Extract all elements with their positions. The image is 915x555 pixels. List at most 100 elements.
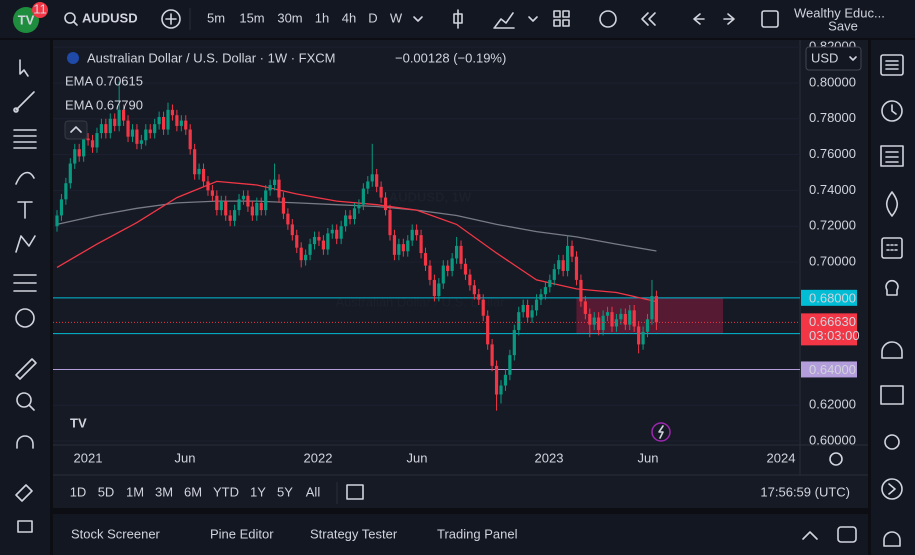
candle-body bbox=[233, 210, 237, 221]
search-icon[interactable] bbox=[64, 12, 76, 24]
candle-body bbox=[472, 285, 476, 295]
candle-body bbox=[219, 201, 223, 211]
price-label: 0.68000 bbox=[809, 290, 856, 305]
alert[interactable] bbox=[599, 10, 617, 28]
layout-name[interactable]: Wealthy Educ... bbox=[794, 5, 885, 20]
candle-body bbox=[295, 235, 299, 248]
candle-body bbox=[161, 116, 166, 130]
maximize-panel[interactable] bbox=[837, 526, 857, 543]
chevron[interactable] bbox=[413, 16, 423, 22]
range-button[interactable]: 5Y bbox=[277, 484, 293, 499]
layout bbox=[562, 19, 570, 27]
undo[interactable] bbox=[693, 13, 705, 25]
candle-body bbox=[654, 296, 658, 323]
collapse-panel[interactable] bbox=[802, 531, 818, 540]
range-button[interactable]: 6M bbox=[184, 484, 202, 499]
candle-body bbox=[459, 245, 463, 264]
layout[interactable] bbox=[553, 10, 561, 18]
candle-body bbox=[68, 163, 72, 184]
y-tick-label: 0.60000 bbox=[809, 432, 856, 447]
tab[interactable]: Stock Screener bbox=[71, 526, 161, 541]
tab[interactable]: Pine Editor bbox=[210, 526, 274, 541]
candle-body bbox=[521, 304, 525, 313]
range-button[interactable]: 5D bbox=[98, 484, 115, 499]
candle-body bbox=[401, 244, 405, 252]
candle-body bbox=[73, 149, 77, 164]
range-button[interactable]: 3M bbox=[155, 484, 173, 499]
candle-body bbox=[250, 206, 254, 216]
x-tick-label: 2024 bbox=[767, 450, 796, 465]
candle-body bbox=[104, 124, 108, 134]
candle-body bbox=[530, 310, 534, 318]
range-button[interactable]: 1Y bbox=[250, 484, 266, 499]
timeframe[interactable]: 4h bbox=[342, 10, 356, 25]
candle-body bbox=[352, 208, 357, 220]
candle-body bbox=[361, 188, 365, 205]
candle-body bbox=[503, 374, 508, 386]
candle-body bbox=[108, 118, 112, 134]
candle-body bbox=[357, 204, 361, 209]
ema-line bbox=[56, 180, 657, 303]
date-range[interactable] bbox=[346, 484, 364, 500]
layout-icon[interactable] bbox=[761, 10, 779, 28]
candle-body bbox=[59, 199, 64, 216]
x-tick-label: Jun bbox=[638, 450, 659, 465]
indicator-value: 0.67790 bbox=[96, 97, 143, 112]
candle-body bbox=[113, 118, 117, 126]
candle-body bbox=[508, 355, 512, 375]
candle-body bbox=[645, 319, 650, 332]
candle-body bbox=[366, 181, 370, 189]
timeframe[interactable]: 5m bbox=[207, 10, 225, 25]
layout bbox=[553, 19, 561, 27]
candle-body bbox=[139, 140, 143, 144]
range-button[interactable]: YTD bbox=[213, 484, 239, 499]
candle-body bbox=[126, 120, 130, 137]
indicator-name: EMA bbox=[65, 97, 94, 112]
tab[interactable]: Strategy Tester bbox=[310, 526, 398, 541]
chevron[interactable] bbox=[528, 16, 538, 22]
candle-body bbox=[277, 179, 281, 198]
candle-body bbox=[432, 279, 436, 297]
candle-body bbox=[486, 315, 490, 345]
candle-body bbox=[455, 245, 459, 259]
indicators[interactable] bbox=[493, 12, 515, 29]
currency-select[interactable] bbox=[805, 46, 862, 71]
candle-body bbox=[468, 274, 472, 286]
events-icon bbox=[658, 425, 664, 439]
logo[interactable] bbox=[13, 7, 39, 33]
candle-body bbox=[383, 197, 388, 211]
timeframe[interactable]: 1h bbox=[315, 10, 329, 25]
settings[interactable] bbox=[829, 452, 843, 466]
timeframe[interactable]: W bbox=[390, 10, 403, 25]
collapse-legend[interactable] bbox=[64, 120, 88, 140]
range-button[interactable]: 1D bbox=[70, 484, 87, 499]
candle-body bbox=[539, 294, 543, 300]
symbol[interactable]: AUDUSD bbox=[82, 10, 138, 25]
candle-body bbox=[392, 235, 397, 255]
range-button[interactable]: All bbox=[306, 484, 321, 499]
candle-body bbox=[206, 181, 210, 191]
chart-type[interactable] bbox=[453, 9, 463, 29]
timeframe[interactable]: 30m bbox=[277, 10, 302, 25]
ema-line bbox=[56, 200, 657, 252]
candle-body bbox=[370, 174, 374, 182]
candle-body bbox=[592, 317, 596, 325]
tab[interactable]: Trading Panel bbox=[437, 526, 518, 541]
replay[interactable] bbox=[641, 12, 656, 26]
redo[interactable] bbox=[723, 13, 735, 25]
timeframe[interactable]: 15m bbox=[239, 10, 264, 25]
candle-body bbox=[179, 120, 183, 126]
candle-body bbox=[90, 140, 95, 148]
range-button[interactable]: 1M bbox=[126, 484, 144, 499]
timeframe[interactable]: D bbox=[368, 10, 377, 25]
candle-body bbox=[423, 253, 428, 266]
add-compare[interactable] bbox=[161, 9, 181, 29]
save[interactable]: Save bbox=[828, 18, 858, 33]
events-icon[interactable] bbox=[651, 422, 671, 442]
candle-body bbox=[441, 265, 445, 284]
candle-body bbox=[299, 247, 303, 261]
left-toolbar bbox=[0, 40, 50, 555]
candle-body bbox=[526, 304, 530, 318]
